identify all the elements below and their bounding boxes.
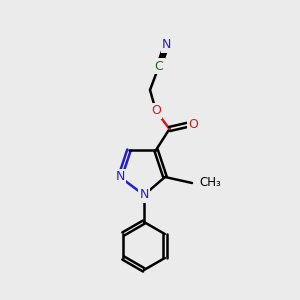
Text: C: C: [154, 59, 164, 73]
Text: O: O: [189, 118, 198, 131]
Text: N: N: [139, 188, 149, 202]
Text: N: N: [115, 170, 125, 184]
Text: CH₃: CH₃: [200, 176, 221, 190]
Text: N: N: [162, 38, 171, 52]
Text: O: O: [151, 104, 161, 118]
